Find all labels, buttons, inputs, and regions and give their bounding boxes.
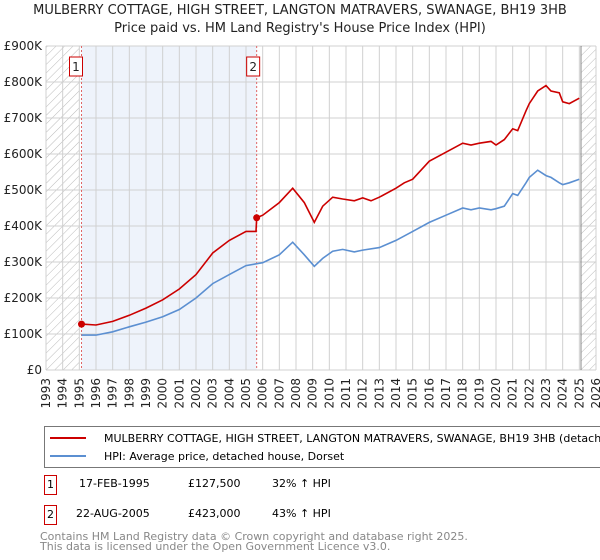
x-tick-label: 1999	[139, 378, 153, 409]
x-tick-label: 2014	[389, 378, 403, 409]
x-tick-label: 1997	[106, 378, 120, 409]
x-tick-label: 2023	[539, 378, 553, 409]
sale-point	[253, 214, 261, 222]
x-tick-label: 2005	[239, 378, 253, 409]
sale-point	[78, 320, 85, 328]
price-chart: 1993 1994 1995 1996 1997 1998 1999 2000 2001 2002…	[4, 39, 600, 409]
legend-label: MULBERRY COTTAGE, HIGH STREET, LANGTON M…	[104, 431, 600, 445]
ownership-shade	[81, 46, 257, 370]
footer-copyright: Contains HM Land Registry data © Crown c…	[40, 530, 468, 543]
x-tick-label: 2026	[589, 378, 600, 409]
legend-swatch-red	[50, 437, 86, 439]
x-tick-label: 2010	[322, 378, 336, 409]
x-tick-label: 2001	[172, 378, 186, 409]
x-tick-label: 2022	[522, 378, 536, 409]
x-tick-label: 2011	[339, 378, 353, 409]
footer-licence: This data is licensed under the Open Gov…	[40, 540, 391, 553]
y-tick-label: £800K	[4, 75, 44, 89]
x-tick-label: 2018	[456, 378, 470, 409]
y-tick-label: £200K	[4, 291, 44, 305]
transaction-date: 17-FEB-1995	[79, 477, 150, 490]
x-tick-label: 2012	[356, 378, 370, 409]
x-tick-label: 1998	[122, 378, 136, 409]
series-line	[81, 169, 580, 336]
y-tick-label: £400K	[4, 219, 44, 233]
x-tick-label: 1993	[39, 378, 53, 409]
hatched-region-after	[581, 46, 596, 370]
x-tick-label: 2008	[289, 378, 303, 409]
transaction-date: 22-AUG-2005	[76, 507, 150, 520]
transaction-hpi: 32% ↑ HPI	[272, 477, 331, 490]
legend-item-property: MULBERRY COTTAGE, HIGH STREET, LANGTON M…	[45, 430, 600, 446]
sale-marker-box	[69, 56, 83, 77]
y-tick-label: £100K	[4, 327, 44, 341]
y-tick-label: £600K	[4, 147, 44, 161]
x-tick-label: 2017	[439, 378, 453, 409]
transaction-price: £127,500	[188, 477, 241, 490]
x-tick-label: 2013	[372, 378, 386, 409]
sale-marker-label: 1	[72, 60, 80, 74]
x-tick-label: 2009	[306, 378, 320, 409]
y-tick-label: £300K	[4, 255, 44, 269]
sale-marker-box	[246, 56, 261, 77]
x-tick-label: 2004	[222, 378, 236, 409]
series-line	[81, 84, 580, 326]
transaction-price: £423,000	[188, 507, 241, 520]
legend-swatch-blue	[50, 455, 86, 457]
marker-badge: 2	[44, 505, 57, 525]
chart-title: MULBERRY COTTAGE, HIGH STREET, LANGTON M…	[33, 3, 567, 18]
x-tick-label: 2019	[472, 378, 486, 409]
chart-subtitle: Price paid vs. HM Land Registry's House …	[114, 21, 486, 36]
legend-label: HPI: Average price, detached house, Dors…	[104, 449, 345, 463]
y-tick-label: £900K	[4, 39, 44, 53]
x-tick-label: 1995	[72, 378, 86, 409]
x-tick-label: 1994	[56, 378, 70, 409]
x-tick-label: 1996	[89, 378, 103, 409]
x-tick-label: 2015	[406, 378, 420, 409]
transaction-hpi: 43% ↑ HPI	[272, 507, 331, 520]
y-tick-label: £500K	[4, 183, 44, 197]
x-tick-label: 2021	[506, 378, 520, 409]
sale-marker-label: 2	[249, 60, 257, 74]
legend: MULBERRY COTTAGE, HIGH STREET, LANGTON M…	[44, 426, 600, 468]
x-tick-label: 2025	[572, 378, 586, 409]
legend-item-hpi: HPI: Average price, detached house, Dors…	[45, 448, 344, 464]
marker-badge: 1	[44, 475, 57, 495]
x-tick-label: 2002	[189, 378, 203, 409]
x-tick-label: 2016	[422, 378, 436, 409]
y-tick-label: £700K	[4, 111, 44, 125]
y-tick-label: £0	[27, 363, 42, 377]
x-tick-label: 2000	[156, 378, 170, 409]
x-tick-label: 2020	[489, 378, 503, 409]
x-tick-label: 2007	[272, 378, 286, 409]
x-tick-label: 2024	[556, 378, 570, 409]
x-tick-label: 2006	[256, 378, 270, 409]
x-tick-label: 2003	[206, 378, 220, 409]
